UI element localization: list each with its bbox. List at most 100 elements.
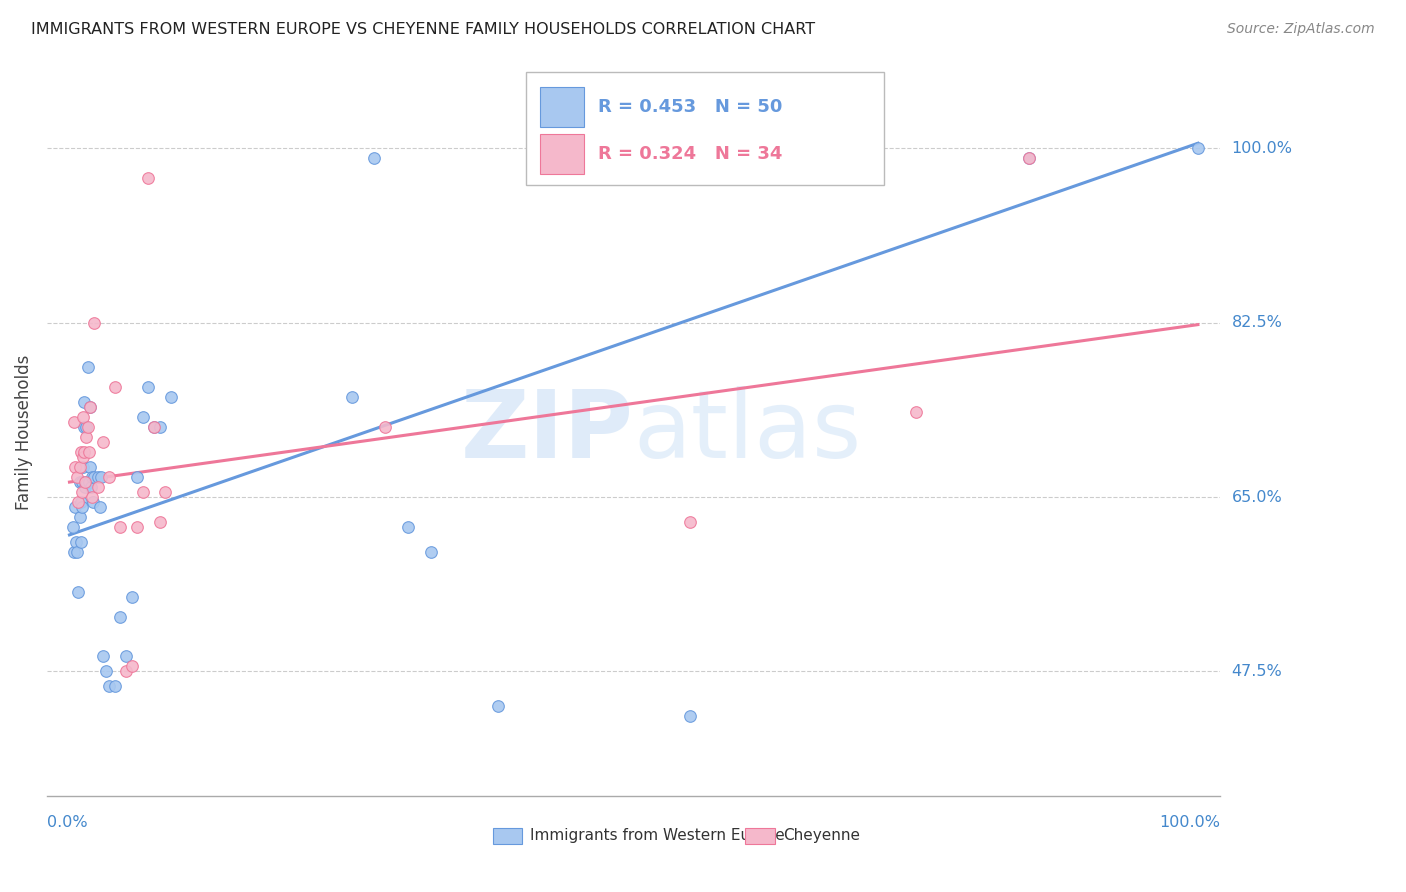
Point — [70, 500, 93, 514]
Point — [904, 405, 927, 419]
Point — [374, 420, 396, 434]
Point — [91, 435, 114, 450]
Text: R = 0.324   N = 34: R = 0.324 N = 34 — [599, 145, 783, 163]
Point — [63, 500, 86, 514]
Point — [127, 520, 149, 534]
Point — [75, 420, 97, 434]
Point — [75, 430, 97, 444]
Point — [97, 470, 120, 484]
Point — [79, 401, 101, 415]
FancyBboxPatch shape — [540, 134, 585, 174]
Point — [80, 470, 103, 484]
Y-axis label: Family Households: Family Households — [15, 354, 32, 510]
Point — [115, 649, 138, 664]
Point — [340, 390, 363, 404]
Point — [75, 475, 97, 489]
Text: 100.0%: 100.0% — [1232, 141, 1292, 156]
Point — [1018, 151, 1040, 165]
Point — [75, 480, 97, 494]
Point — [62, 520, 84, 534]
Point — [69, 534, 91, 549]
Point — [419, 545, 441, 559]
Point — [155, 485, 177, 500]
Point — [104, 380, 127, 394]
Text: 0.0%: 0.0% — [46, 814, 87, 830]
Point — [94, 665, 117, 679]
Point — [73, 445, 96, 459]
Point — [69, 445, 91, 459]
Point — [121, 590, 143, 604]
Point — [76, 420, 98, 434]
Point — [70, 475, 93, 489]
Point — [89, 500, 111, 514]
Point — [72, 460, 94, 475]
Text: 82.5%: 82.5% — [1232, 315, 1282, 330]
Point — [63, 460, 86, 475]
Text: Cheyenne: Cheyenne — [783, 828, 859, 843]
Point — [69, 510, 91, 524]
Point — [63, 545, 86, 559]
Text: 47.5%: 47.5% — [1232, 664, 1282, 679]
Point — [486, 699, 509, 714]
Point — [143, 420, 166, 434]
Point — [66, 470, 89, 484]
Point — [67, 495, 90, 509]
Point — [90, 470, 112, 484]
Point — [69, 495, 91, 509]
Point — [86, 470, 108, 484]
Point — [149, 420, 172, 434]
Point — [67, 584, 90, 599]
Point — [1018, 151, 1040, 165]
Point — [91, 649, 114, 664]
Point — [160, 390, 183, 404]
Point — [73, 420, 96, 434]
Point — [149, 515, 172, 529]
Point — [127, 470, 149, 484]
Point — [72, 450, 94, 465]
Point — [73, 395, 96, 409]
Point — [80, 480, 103, 494]
Point — [65, 534, 87, 549]
Text: R = 0.453   N = 50: R = 0.453 N = 50 — [599, 98, 783, 116]
Point — [1187, 141, 1209, 155]
FancyBboxPatch shape — [494, 828, 522, 844]
Point — [138, 171, 160, 186]
Point — [75, 475, 97, 489]
Point — [679, 515, 702, 529]
Text: Source: ZipAtlas.com: Source: ZipAtlas.com — [1227, 22, 1375, 37]
Point — [72, 410, 94, 425]
Point — [132, 410, 155, 425]
Text: atlas: atlas — [634, 386, 862, 478]
Point — [121, 659, 143, 673]
FancyBboxPatch shape — [745, 828, 775, 844]
Point — [115, 665, 138, 679]
Point — [82, 495, 104, 509]
Text: 65.0%: 65.0% — [1232, 490, 1282, 505]
Point — [66, 545, 89, 559]
Point — [80, 490, 103, 504]
Point — [138, 380, 160, 394]
Point — [77, 445, 100, 459]
Point — [396, 520, 419, 534]
FancyBboxPatch shape — [540, 87, 585, 127]
Point — [83, 470, 105, 484]
Point — [69, 460, 91, 475]
Point — [77, 475, 100, 489]
Point — [63, 415, 86, 429]
Point — [69, 475, 91, 489]
Point — [132, 485, 155, 500]
Point — [679, 709, 702, 723]
Point — [97, 679, 120, 693]
Text: Immigrants from Western Europe: Immigrants from Western Europe — [530, 828, 785, 843]
Text: ZIP: ZIP — [461, 386, 634, 478]
Point — [110, 520, 132, 534]
Point — [86, 480, 108, 494]
Point — [70, 485, 93, 500]
Point — [143, 420, 166, 434]
Point — [79, 460, 101, 475]
FancyBboxPatch shape — [526, 72, 883, 185]
Point — [79, 401, 101, 415]
Point — [76, 360, 98, 375]
Point — [104, 679, 127, 693]
Point — [363, 151, 385, 165]
